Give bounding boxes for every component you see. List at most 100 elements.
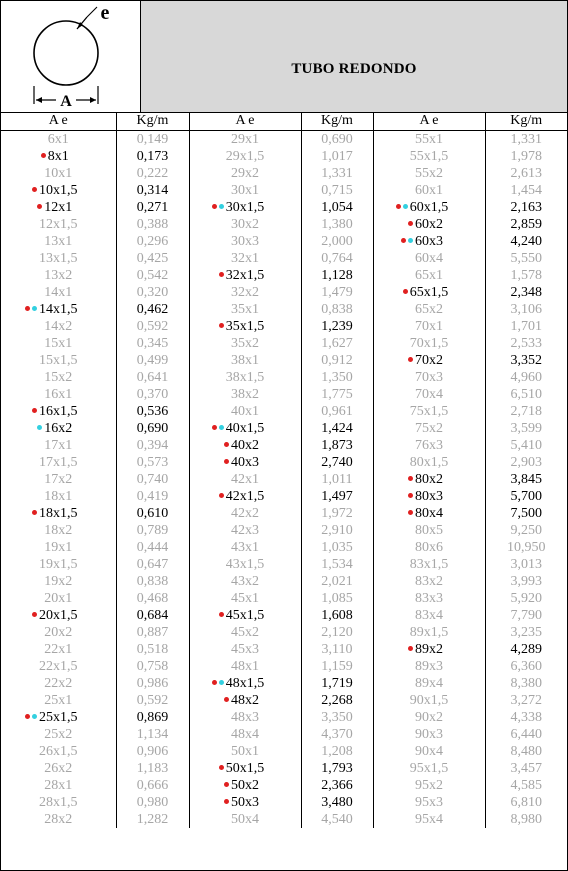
size-cell: 60x3 <box>373 233 486 250</box>
size-cell: 95x3 <box>373 794 486 811</box>
size-cell: 29x2 <box>189 165 302 182</box>
stock-markers <box>210 318 226 335</box>
red-dot-icon <box>224 459 229 465</box>
table-row: 16x1 0,370 38x2 1,775 70x4 6,510 <box>1 386 567 403</box>
stock-markers <box>215 454 231 471</box>
weight-cell: 2,120 <box>301 624 374 641</box>
stock-markers <box>215 692 231 709</box>
size-cell: 40x2 <box>189 437 302 454</box>
table-row: 19x1 0,444 43x1 1,035 80x6 10,950 <box>1 539 567 556</box>
size-cell: 28x2 <box>1 811 117 828</box>
weight-cell: 3,272 <box>510 693 543 708</box>
size-label: 40x3 <box>231 455 259 470</box>
size-cell: 25x2 <box>1 726 117 743</box>
table-row: 26x1,5 0,906 50x1 1,208 90x4 8,480 <box>1 743 567 760</box>
size-cell: 6x1 <box>1 130 117 148</box>
weight-cell: 0,838 <box>301 301 374 318</box>
red-dot-icon <box>32 187 37 193</box>
size-cell: 60x1 <box>373 182 486 199</box>
title-box: TUBO REDONDO <box>141 1 567 112</box>
stock-markers <box>215 777 231 794</box>
size-cell: 48x3 <box>189 709 302 726</box>
red-dot-icon <box>40 153 46 159</box>
size-label: 14x1 <box>44 285 73 300</box>
column-header-size: A e <box>1 112 117 131</box>
weight-cell: 0,573 <box>116 454 190 471</box>
size-cell: 43x1,5 <box>189 556 302 573</box>
red-dot-icon <box>218 323 224 329</box>
size-cell: 83x4 <box>373 607 486 624</box>
size-label: 89x4 <box>415 676 443 691</box>
size-label: 48x1 <box>231 659 259 674</box>
weight-cell: 4,585 <box>510 778 543 793</box>
size-label: 48x1,5 <box>225 676 265 691</box>
weight-cell: 2,533 <box>510 336 543 351</box>
size-cell: 89x4 <box>373 675 486 692</box>
stock-markers <box>210 607 226 624</box>
size-cell: 70x1 <box>373 318 486 335</box>
size-label: 17x1 <box>44 438 73 453</box>
size-cell: 22x2 <box>1 675 117 692</box>
weight-cell: 0,838 <box>116 573 190 590</box>
size-cell: 14x1 <box>1 284 117 301</box>
size-label: 15x1,5 <box>39 353 78 368</box>
stock-markers <box>394 199 410 216</box>
stock-markers <box>399 505 415 522</box>
red-dot-icon <box>408 646 413 652</box>
size-label: 90x1,5 <box>409 693 449 708</box>
size-cell: 89x1,5 <box>373 624 486 641</box>
size-label: 80x2 <box>415 472 443 487</box>
size-cell: 29x1 <box>189 130 302 148</box>
size-label: 32x1 <box>231 251 259 266</box>
weight-cell: 9,250 <box>510 523 543 538</box>
weight-cell: 2,021 <box>301 573 374 590</box>
size-cell: 50x2 <box>189 777 302 794</box>
weight-cell: 0,961 <box>301 403 374 420</box>
weight-cell: 4,289 <box>510 642 543 657</box>
size-cell: 60x1,5 <box>373 199 486 216</box>
tube-cross-section-icon: A e <box>33 2 110 110</box>
size-cell: 83x1,5 <box>373 556 486 573</box>
red-dot-icon <box>37 204 43 210</box>
weight-cell: 0,296 <box>116 233 190 250</box>
size-label: 29x1 <box>231 132 259 147</box>
size-label: 83x4 <box>415 608 443 623</box>
weight-cell: 1,011 <box>301 471 374 488</box>
weight-cell: 0,869 <box>116 709 190 726</box>
table-row: 19x1,5 0,647 43x1,5 1,534 83x1,5 3,013 <box>1 556 567 573</box>
size-label: 40x1 <box>231 404 259 419</box>
table-row: 22x2 0,986 48x1,5 1,719 89x4 8,380 <box>1 675 567 692</box>
red-dot-icon <box>218 765 224 771</box>
size-cell: 90x2 <box>373 709 486 726</box>
stock-markers <box>399 352 415 369</box>
size-label: 45x1 <box>231 591 259 606</box>
size-cell: 35x1 <box>189 301 302 318</box>
weight-cell: 5,550 <box>510 251 543 266</box>
weight-cell: 1,183 <box>116 760 190 777</box>
table-row: 12x1 0,271 30x1,5 1,054 60x1,5 2,163 <box>1 199 567 216</box>
size-cell: 12x1 <box>1 199 117 216</box>
size-label: 83x1,5 <box>409 557 449 572</box>
weight-cell: 0,468 <box>116 590 190 607</box>
size-cell: 16x1,5 <box>1 403 117 420</box>
size-cell: 35x2 <box>189 335 302 352</box>
weight-cell: 0,715 <box>301 182 374 199</box>
size-label: 15x2 <box>44 370 73 385</box>
table-row: 15x1 0,345 35x2 1,627 70x1,5 2,533 <box>1 335 567 352</box>
stock-markers <box>210 199 226 216</box>
stock-markers <box>23 403 39 420</box>
size-label: 20x2 <box>44 625 73 640</box>
column-header-weight: Kg/m <box>116 112 190 131</box>
stock-markers <box>23 301 39 318</box>
table-row: 18x1,5 0,610 42x2 1,972 80x4 7,500 <box>1 505 567 522</box>
weight-cell: 0,666 <box>116 777 190 794</box>
size-cell: 32x1 <box>189 250 302 267</box>
red-dot-icon <box>408 221 413 227</box>
weight-cell: 6,810 <box>510 795 543 810</box>
size-cell: 18x1,5 <box>1 505 117 522</box>
size-cell: 83x2 <box>373 573 486 590</box>
size-label: 42x1,5 <box>225 489 265 504</box>
size-label: 75x1,5 <box>409 404 449 419</box>
size-label: 18x1 <box>44 489 73 504</box>
stock-markers <box>210 760 226 777</box>
